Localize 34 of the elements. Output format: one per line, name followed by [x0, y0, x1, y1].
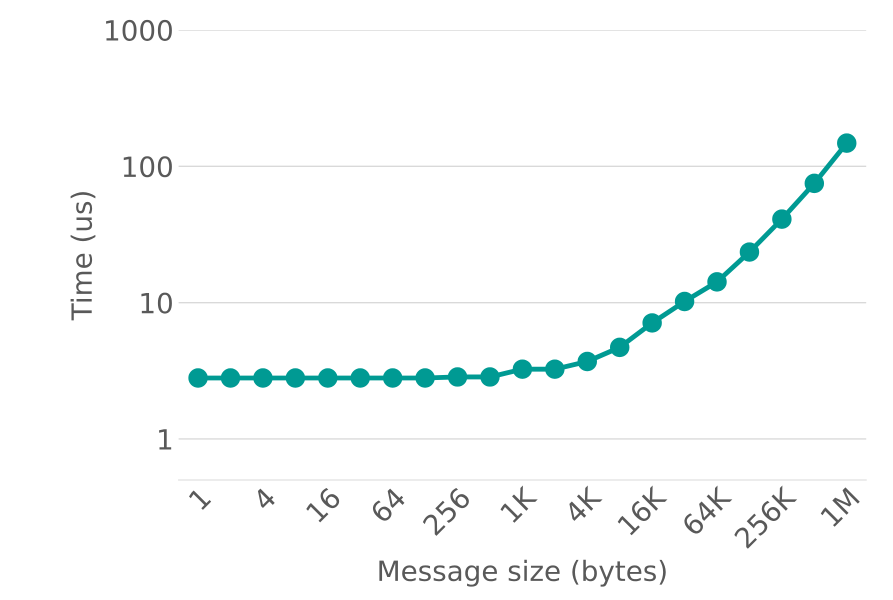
point: [220, 368, 240, 388]
x-tick-label: 1: [188, 487, 212, 510]
x-tick-label: 4K: [563, 485, 603, 524]
point: [350, 368, 370, 388]
point: [188, 368, 208, 388]
y-axis-title: Time (us): [70, 192, 96, 320]
y-tick-label: 100: [124, 156, 172, 178]
y-tick-label: 10: [141, 292, 172, 314]
y-tick-label: 1000: [106, 20, 172, 41]
point: [740, 242, 760, 262]
point: [804, 174, 824, 194]
x-axis-title: Message size (bytes): [379, 560, 666, 587]
point: [480, 367, 500, 387]
point: [545, 359, 565, 379]
point: [578, 352, 597, 372]
point: [382, 368, 402, 388]
point: [415, 368, 435, 388]
x-tick-label: 64: [369, 486, 407, 524]
point: [610, 338, 630, 358]
point: [707, 272, 727, 292]
point: [642, 313, 662, 333]
point: [253, 368, 273, 388]
point: [286, 368, 306, 388]
x-tick-label: 16: [305, 486, 342, 523]
point: [448, 367, 468, 387]
point: [318, 368, 338, 388]
point: [772, 209, 792, 229]
x-tick-label: 1K: [500, 485, 538, 524]
x-tick-label: 1M: [820, 487, 860, 528]
point: [674, 292, 694, 312]
point: [512, 359, 532, 379]
x-tick-label: 4: [252, 486, 277, 512]
y-tick-label: 1: [159, 429, 172, 450]
point: [837, 133, 856, 153]
